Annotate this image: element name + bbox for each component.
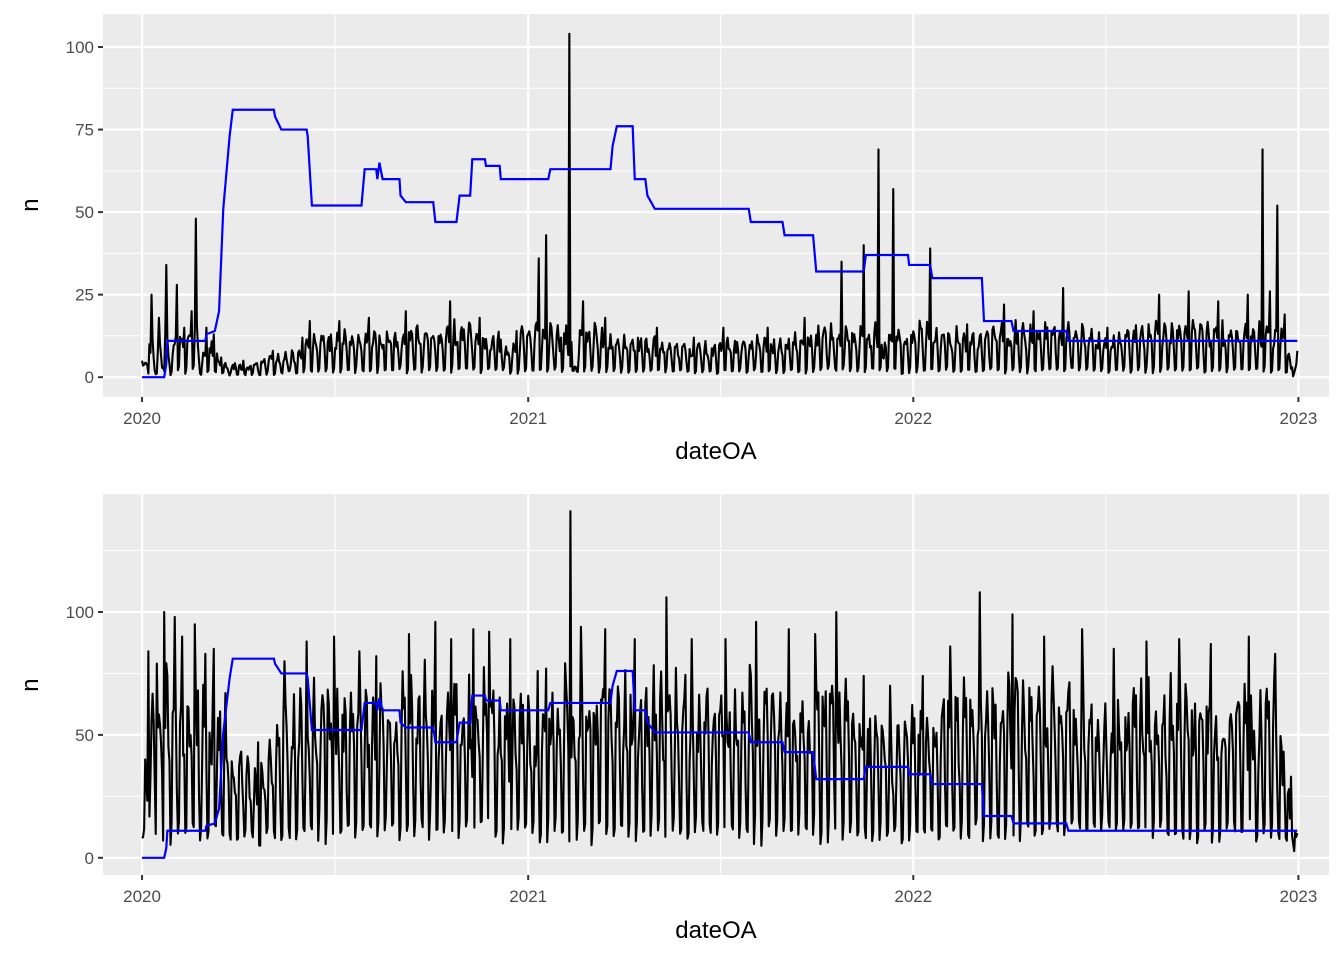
top-x-tick-label: 2020	[123, 409, 161, 428]
bottom-x-tick-label: 2021	[509, 887, 547, 906]
bottom-chart: 2020 2021 2022 2023 0 50 100 dateOA n	[17, 494, 1329, 944]
top-x-tick-label: 2021	[509, 409, 547, 428]
top-x-tick-label: 2022	[894, 409, 932, 428]
bottom-x-axis-title: dateOA	[675, 917, 756, 944]
bottom-y-axis-title: n	[17, 678, 44, 691]
top-x-axis-title: dateOA	[675, 438, 756, 465]
bottom-x-tick-label: 2023	[1279, 887, 1317, 906]
top-y-tick-label: 50	[75, 203, 94, 222]
bottom-x-tick-labels: 2020 2021 2022 2023	[123, 887, 1317, 906]
top-y-tick-labels: 0 25 50 75 100	[66, 38, 94, 387]
bottom-axis-ticks	[98, 610, 1300, 880]
top-series-layer	[141, 32, 1299, 379]
bottom-y-tick-label: 100	[66, 603, 94, 622]
bottom-y-tick-label: 0	[85, 849, 94, 868]
top-step-level-line	[142, 108, 1298, 379]
top-axis-ticks	[98, 46, 1300, 402]
top-y-axis-title: n	[17, 198, 44, 211]
bottom-series-layer	[141, 510, 1299, 859]
top-y-tick-label: 25	[75, 286, 94, 305]
top-x-tick-label: 2023	[1279, 409, 1317, 428]
bottom-step-level-line	[142, 657, 1298, 859]
top-grid	[103, 14, 1329, 397]
bottom-y-tick-labels: 0 50 100	[66, 603, 94, 868]
bottom-x-tick-label: 2022	[894, 887, 932, 906]
top-x-tick-labels: 2020 2021 2022 2023	[123, 409, 1317, 428]
top-plot-panel	[103, 14, 1329, 397]
top-y-tick-label: 100	[66, 38, 94, 57]
top-y-tick-label: 75	[75, 121, 94, 140]
bottom-y-tick-label: 50	[75, 726, 94, 745]
bottom-daily-count-line	[141, 510, 1299, 853]
top-chart: 2020 2021 2022 2023 0 25 50 75 100 dateO…	[17, 14, 1329, 465]
bottom-x-tick-label: 2020	[123, 887, 161, 906]
top-y-tick-label: 0	[85, 368, 94, 387]
